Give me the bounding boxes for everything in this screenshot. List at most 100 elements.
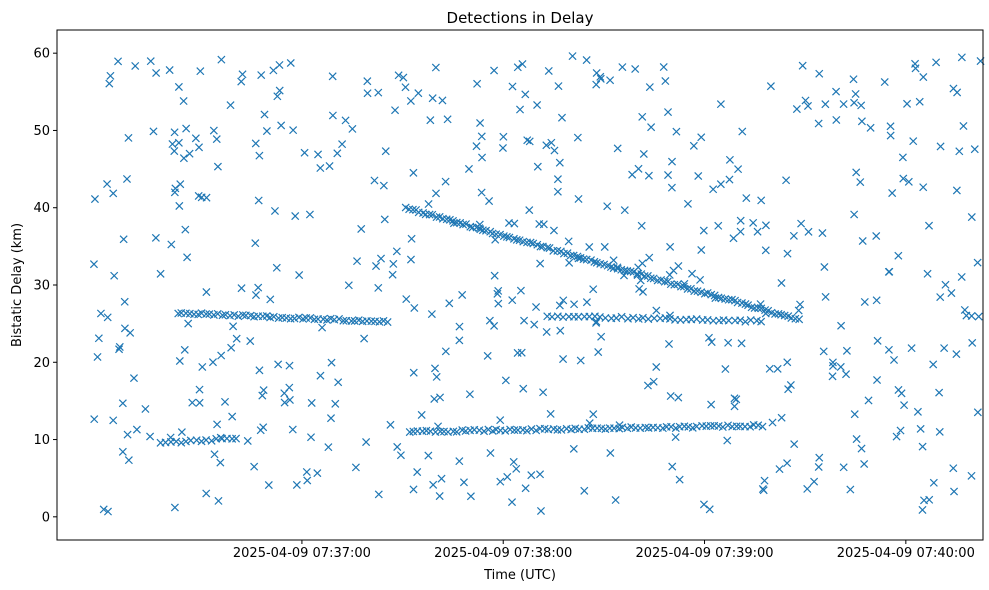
detection-point — [208, 358, 217, 367]
detection-point — [603, 202, 612, 211]
detection-point — [873, 336, 882, 345]
detection-point — [967, 311, 976, 320]
detection-point — [508, 296, 517, 305]
detection-point — [392, 247, 401, 256]
detection-point — [458, 290, 467, 299]
detection-point — [316, 163, 325, 173]
detection-point — [753, 227, 762, 236]
detection-point — [307, 398, 316, 407]
detection-point — [303, 476, 312, 485]
detection-point — [188, 398, 197, 407]
detection-point — [952, 186, 961, 195]
detection-point — [797, 219, 806, 228]
detection-point — [218, 311, 227, 320]
detection-point — [738, 127, 747, 136]
detection-point — [115, 345, 124, 354]
detection-point — [532, 302, 541, 312]
detection-point — [589, 410, 598, 419]
detection-point — [736, 316, 745, 325]
detection-point — [916, 424, 925, 433]
detection-point — [555, 301, 564, 310]
detection-point — [275, 86, 284, 95]
detection-point — [509, 457, 518, 466]
detection-point — [609, 256, 618, 265]
detection-point — [472, 142, 481, 151]
detection-point — [666, 391, 675, 401]
detection-point — [331, 399, 340, 408]
detection-point — [582, 298, 591, 307]
detection-point — [596, 74, 605, 83]
detection-point — [285, 395, 294, 404]
detection-point — [522, 426, 531, 435]
detection-point — [334, 378, 343, 387]
detection-point — [255, 151, 264, 160]
detection-point — [957, 53, 966, 62]
detection-point — [459, 478, 468, 487]
detection-point — [536, 242, 545, 251]
detection-point — [376, 254, 386, 263]
detection-point — [519, 384, 528, 393]
detection-point — [696, 275, 705, 284]
detection-point — [923, 269, 932, 278]
detection-point — [549, 226, 558, 235]
detection-point — [542, 327, 551, 336]
detection-point — [334, 314, 344, 323]
detection-point — [585, 242, 594, 252]
detection-point — [899, 174, 908, 183]
detection-point — [768, 418, 777, 427]
x-axis-label: Time (UTC) — [483, 568, 556, 583]
detection-point — [543, 243, 552, 252]
detection-point — [391, 106, 400, 115]
detection-point — [968, 338, 977, 347]
detection-point — [174, 309, 183, 318]
detection-point — [216, 458, 225, 467]
detection-point — [103, 313, 112, 322]
chart-title: Detections in Delay — [447, 9, 594, 27]
detection-point — [251, 239, 260, 248]
detection-point — [810, 477, 819, 486]
detection-point — [286, 58, 295, 68]
detection-point — [960, 305, 969, 314]
detection-point — [613, 144, 622, 153]
detection-point — [443, 115, 452, 124]
detection-point — [493, 289, 502, 298]
detection-point — [192, 436, 201, 445]
detection-point — [129, 374, 139, 383]
detection-point — [705, 505, 714, 514]
detection-point — [464, 164, 473, 173]
detection-point — [721, 365, 730, 374]
detection-point — [736, 227, 745, 236]
detection-point — [842, 370, 851, 379]
detection-point — [105, 79, 114, 88]
detection-point — [925, 495, 934, 504]
detection-point — [525, 206, 534, 215]
detection-point — [613, 263, 622, 272]
detection-point — [600, 242, 609, 251]
detection-point — [351, 463, 360, 472]
detection-point — [394, 71, 403, 80]
detection-point — [477, 132, 486, 141]
detection-point — [401, 83, 410, 92]
detection-point — [569, 444, 578, 453]
detection-point — [611, 496, 620, 505]
detection-point — [152, 68, 161, 78]
detection-point — [196, 67, 205, 76]
detection-point — [280, 398, 289, 407]
detection-point — [232, 334, 241, 343]
detection-point — [347, 316, 356, 326]
detection-point — [796, 300, 805, 309]
detection-point — [898, 153, 907, 162]
detection-point — [894, 385, 903, 394]
detection-point — [637, 221, 646, 230]
detection-point — [437, 474, 446, 483]
detection-point — [635, 284, 644, 293]
detection-point — [243, 436, 252, 445]
detection-point — [442, 215, 451, 224]
detection-point — [759, 486, 768, 495]
detection-point — [486, 448, 495, 458]
detection-point — [295, 271, 304, 280]
detection-point — [839, 463, 848, 472]
detection-point — [638, 287, 648, 296]
detection-point — [737, 339, 746, 348]
detection-point — [406, 255, 415, 264]
